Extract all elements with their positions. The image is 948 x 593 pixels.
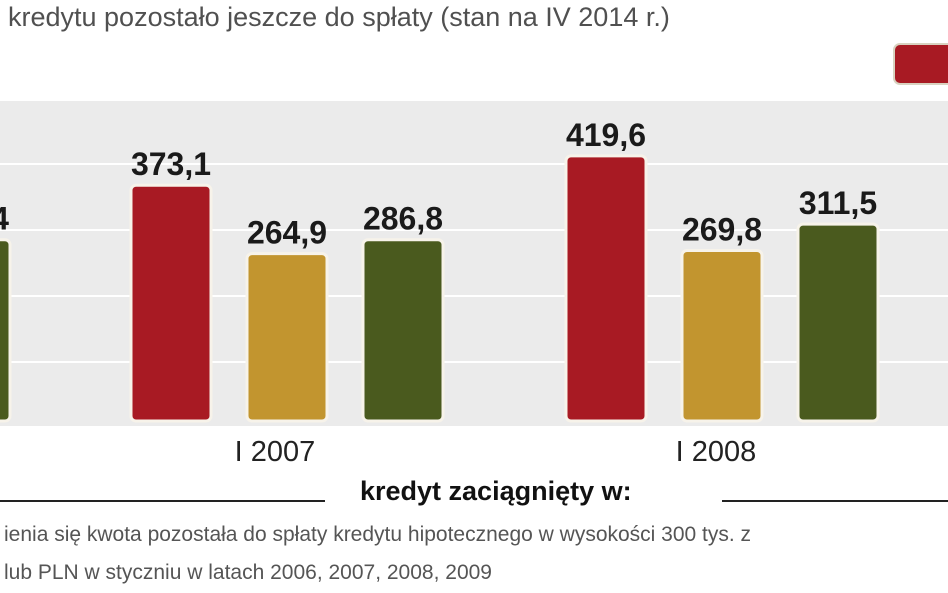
bar-I2008-0 — [564, 154, 648, 423]
data-label: 373,1 — [131, 146, 211, 182]
chart-title: kredytu pozostało jeszcze do spłaty (sta… — [8, 2, 670, 32]
bar-partial-left — [0, 238, 12, 423]
bar-I2007-1 — [245, 252, 329, 423]
x-tick-label-2008: I 2008 — [675, 436, 757, 468]
data-label: 286,8 — [363, 201, 443, 237]
data-label: 311,5 — [799, 185, 877, 221]
legend-swatch-red — [893, 43, 948, 85]
bar-I2007-0 — [129, 183, 213, 423]
data-label: 269,8 — [682, 211, 762, 247]
axis-rule-left — [0, 500, 325, 502]
bar-I2008-1 — [680, 248, 764, 423]
footnote-line-1: ienia się kwota pozostała do spłaty kred… — [4, 523, 752, 546]
data-label: 419,6 — [566, 117, 646, 153]
data-label: 264,9 — [247, 215, 327, 251]
bar-I2008-2 — [796, 222, 880, 423]
x-axis-caption: kredyt zaciągnięty w: — [360, 476, 632, 506]
axis-rule-right — [722, 500, 948, 502]
bar-I2007-2 — [361, 238, 445, 423]
footnote-line-2: lub PLN w styczniu w latach 2006, 2007, … — [4, 561, 492, 584]
data-label-partial: 4 — [0, 201, 9, 237]
x-tick-label-2007: I 2007 — [234, 436, 316, 468]
